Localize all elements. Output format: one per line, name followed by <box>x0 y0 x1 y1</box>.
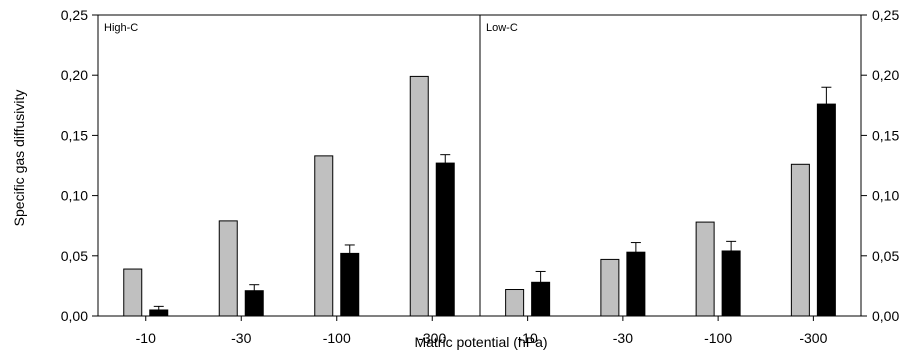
right-y-tick-label: 0,20 <box>872 67 899 83</box>
bar <box>149 309 169 317</box>
bar <box>244 290 264 317</box>
bar <box>626 251 646 317</box>
bar <box>695 221 715 317</box>
right-y-axis: 0,00 0,05 0,10 0,15 0,20 0,25 <box>861 7 899 324</box>
panel-label: Low-C <box>486 22 518 34</box>
bar <box>409 75 429 317</box>
panel-frame <box>479 14 862 317</box>
category-label: -10 <box>518 330 538 346</box>
category-label: -30 <box>613 330 633 346</box>
category-label: -100 <box>323 330 351 346</box>
bar <box>531 281 551 317</box>
right-y-tick-label: 0,10 <box>872 188 899 204</box>
bar <box>123 268 143 317</box>
x-axis-category-labels: -10 -30 -100 -300 -10 -30 -100 -300 <box>136 330 828 346</box>
panel-high-c: High-C <box>97 14 481 321</box>
bar <box>721 250 741 317</box>
x-axis-title: Matric potential (hPa) <box>414 334 547 350</box>
bar <box>340 252 360 317</box>
category-label: -100 <box>704 330 732 346</box>
bar <box>790 163 810 317</box>
left-y-tick-label: 0,05 <box>61 248 88 264</box>
bar <box>816 103 836 317</box>
right-y-tick-label: 0,00 <box>872 308 899 324</box>
left-y-tick-label: 0,00 <box>61 308 88 324</box>
left-y-tick-label: 0,15 <box>61 127 88 143</box>
right-y-tick-label: 0,25 <box>872 7 899 23</box>
bar <box>505 289 525 317</box>
bar <box>600 258 620 317</box>
right-y-tick-label: 0,05 <box>872 248 899 264</box>
category-label: -10 <box>136 330 156 346</box>
panel-low-c: Low-C <box>479 14 862 321</box>
bar <box>435 162 455 317</box>
category-label: -300 <box>799 330 827 346</box>
category-label: -300 <box>418 330 446 346</box>
y-axis-title: Specific gas diffusivity <box>11 90 27 227</box>
left-y-axis: 0,00 0,05 0,10 0,15 0,20 0,25 <box>61 7 98 324</box>
panel-label: High-C <box>104 22 138 34</box>
bar <box>218 220 238 317</box>
right-y-tick-label: 0,15 <box>872 127 899 143</box>
left-y-tick-label: 0,25 <box>61 7 88 23</box>
left-y-tick-label: 0,10 <box>61 188 88 204</box>
bar <box>314 155 334 317</box>
left-y-tick-label: 0,20 <box>61 67 88 83</box>
category-label: -30 <box>231 330 251 346</box>
chart-panels: High-C Low-C <box>97 14 862 321</box>
